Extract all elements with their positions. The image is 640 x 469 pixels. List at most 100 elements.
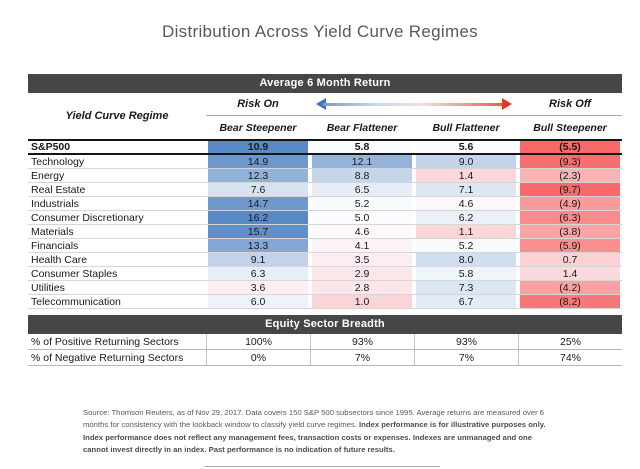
value-cell: 5.8 xyxy=(414,267,518,280)
value-cell: 1.4 xyxy=(414,169,518,182)
arrow-gradient-line xyxy=(323,103,505,106)
value-cell: 13.3 xyxy=(206,239,310,252)
value-cell-fill: 12.1 xyxy=(312,155,412,168)
value-cell-fill: 5.8 xyxy=(416,267,516,280)
value-cell: 4.6 xyxy=(310,225,414,238)
value-cell-fill: 1.0 xyxy=(312,295,412,308)
source-text: Source: Thomson Reuters, as of Nov 29, 2… xyxy=(83,408,545,430)
value-cell: 5.0 xyxy=(310,211,414,224)
value-cell: 2.8 xyxy=(310,281,414,294)
value-cell-fill: 2.9 xyxy=(312,267,412,280)
sector-row: Real Estate 7.6 6.5 7.1 (9.7) xyxy=(28,183,622,197)
risk-on-label: Risk On xyxy=(237,98,279,110)
value-cell: 5.2 xyxy=(414,239,518,252)
value-cell-fill: 7.6 xyxy=(208,183,308,196)
value-cell: 5.8 xyxy=(310,141,414,153)
breadth-row: % of Positive Returning Sectors 100% 93% 93… xyxy=(28,334,622,350)
breadth-value-cell: 25% xyxy=(518,334,622,349)
value-cell: 4.6 xyxy=(414,197,518,210)
value-cell: 1.0 xyxy=(310,295,414,308)
value-cell: 3.6 xyxy=(206,281,310,294)
breadth-value-cell: 7% xyxy=(414,350,518,365)
column-header: Bull Steepener xyxy=(533,121,607,134)
breadth-value-cell: 93% xyxy=(414,334,518,349)
value-cell-fill: 6.7 xyxy=(416,295,516,308)
value-cell: 9.1 xyxy=(206,253,310,266)
value-cell: (5.5) xyxy=(518,141,622,153)
value-cell-fill: 7.3 xyxy=(416,281,516,294)
value-cell: 0.7 xyxy=(518,253,622,266)
value-cell-fill: 8.0 xyxy=(416,253,516,266)
row-label: Utilities xyxy=(31,281,65,294)
breadth-row-label: % of Positive Returning Sectors xyxy=(31,335,179,348)
value-cell: 14.9 xyxy=(206,155,310,168)
column-header: Bear Steepener xyxy=(219,121,297,134)
value-cell: 6.0 xyxy=(206,295,310,308)
row-label: Financials xyxy=(31,239,79,252)
value-cell-fill: 5.6 xyxy=(416,141,516,153)
sector-row: Consumer Staples 6.3 2.9 5.8 1.4 xyxy=(28,267,622,281)
arrow-left-head-icon xyxy=(316,98,326,110)
value-cell-fill: (5.5) xyxy=(520,141,620,153)
column-header: Bear Flattener xyxy=(326,121,398,134)
table-header-right: Risk On Risk Off Bear Steepener Bear Flat… xyxy=(206,93,622,139)
row-label: Real Estate xyxy=(31,183,86,196)
value-cell: (3.8) xyxy=(518,225,622,238)
row-label: Materials xyxy=(31,225,74,238)
value-cell: 12.3 xyxy=(206,169,310,182)
risk-off-label: Risk Off xyxy=(549,98,591,110)
breadth-value-cell: 93% xyxy=(310,334,414,349)
arrow-right-head-icon xyxy=(502,98,512,110)
value-cell-fill: 6.3 xyxy=(208,267,308,280)
column-header: Bull Flattener xyxy=(432,121,500,134)
value-cell: 9.0 xyxy=(414,155,518,168)
yield-curve-table: Average 6 Month Return Yield Curve Regim… xyxy=(28,74,622,366)
value-cell: 7.3 xyxy=(414,281,518,294)
value-cell: (4.9) xyxy=(518,197,622,210)
value-cell-fill: 14.9 xyxy=(208,155,308,168)
breadth-value-cell: 0% xyxy=(206,350,310,365)
value-cell-fill: 1.1 xyxy=(416,225,516,238)
value-cell: 15.7 xyxy=(206,225,310,238)
index-row: S&P500 10.9 5.8 5.6 (5.5) xyxy=(28,139,622,155)
sector-row: Consumer Discretionary 16.2 5.0 6.2 (6.3) xyxy=(28,211,622,225)
value-cell-fill: 3.6 xyxy=(208,281,308,294)
row-label: Consumer Staples xyxy=(31,267,118,280)
value-cell: 8.0 xyxy=(414,253,518,266)
value-cell-fill: 7.1 xyxy=(416,183,516,196)
value-cell: (9.3) xyxy=(518,155,622,168)
value-cell: 3.5 xyxy=(310,253,414,266)
breadth-row-label: % of Negative Returning Sectors xyxy=(31,351,184,364)
value-cell-fill: (4.2) xyxy=(520,281,620,294)
value-cell-fill: 8.8 xyxy=(312,169,412,182)
sector-row: Utilities 3.6 2.8 7.3 (4.2) xyxy=(28,281,622,295)
value-cell: 12.1 xyxy=(310,155,414,168)
value-cell: (5.9) xyxy=(518,239,622,252)
value-cell-fill: 1.4 xyxy=(416,169,516,182)
value-cell: 5.2 xyxy=(310,197,414,210)
value-cell-fill: 4.6 xyxy=(416,197,516,210)
value-cell-fill: (8.2) xyxy=(520,295,620,308)
value-cell-fill: (5.9) xyxy=(520,239,620,252)
value-cell-fill: (6.3) xyxy=(520,211,620,224)
value-cell: 1.1 xyxy=(414,225,518,238)
risk-axis: Risk On Risk Off xyxy=(206,93,622,116)
sector-row: Technology 14.9 12.1 9.0 (9.3) xyxy=(28,155,622,169)
value-cell: (2.3) xyxy=(518,169,622,182)
source-disclosure: Source: Thomson Reuters, as of Nov 29, 2… xyxy=(83,407,559,457)
sector-row: Financials 13.3 4.1 5.2 (5.9) xyxy=(28,239,622,253)
value-cell: 1.4 xyxy=(518,267,622,280)
value-cell-fill: (4.9) xyxy=(520,197,620,210)
sector-row: Health Care 9.1 3.5 8.0 0.7 xyxy=(28,253,622,267)
value-cell: (8.2) xyxy=(518,295,622,308)
sector-row: Energy 12.3 8.8 1.4 (2.3) xyxy=(28,169,622,183)
value-cell-fill: 2.8 xyxy=(312,281,412,294)
row-label: Technology xyxy=(31,155,85,168)
risk-gradient-arrow-icon xyxy=(316,93,512,115)
value-cell-fill: 14.7 xyxy=(208,197,308,210)
value-cell: 14.7 xyxy=(206,197,310,210)
row-label: Industrials xyxy=(31,197,79,210)
row-label: Consumer Discretionary xyxy=(31,211,144,224)
value-cell-fill: 1.4 xyxy=(520,267,620,280)
